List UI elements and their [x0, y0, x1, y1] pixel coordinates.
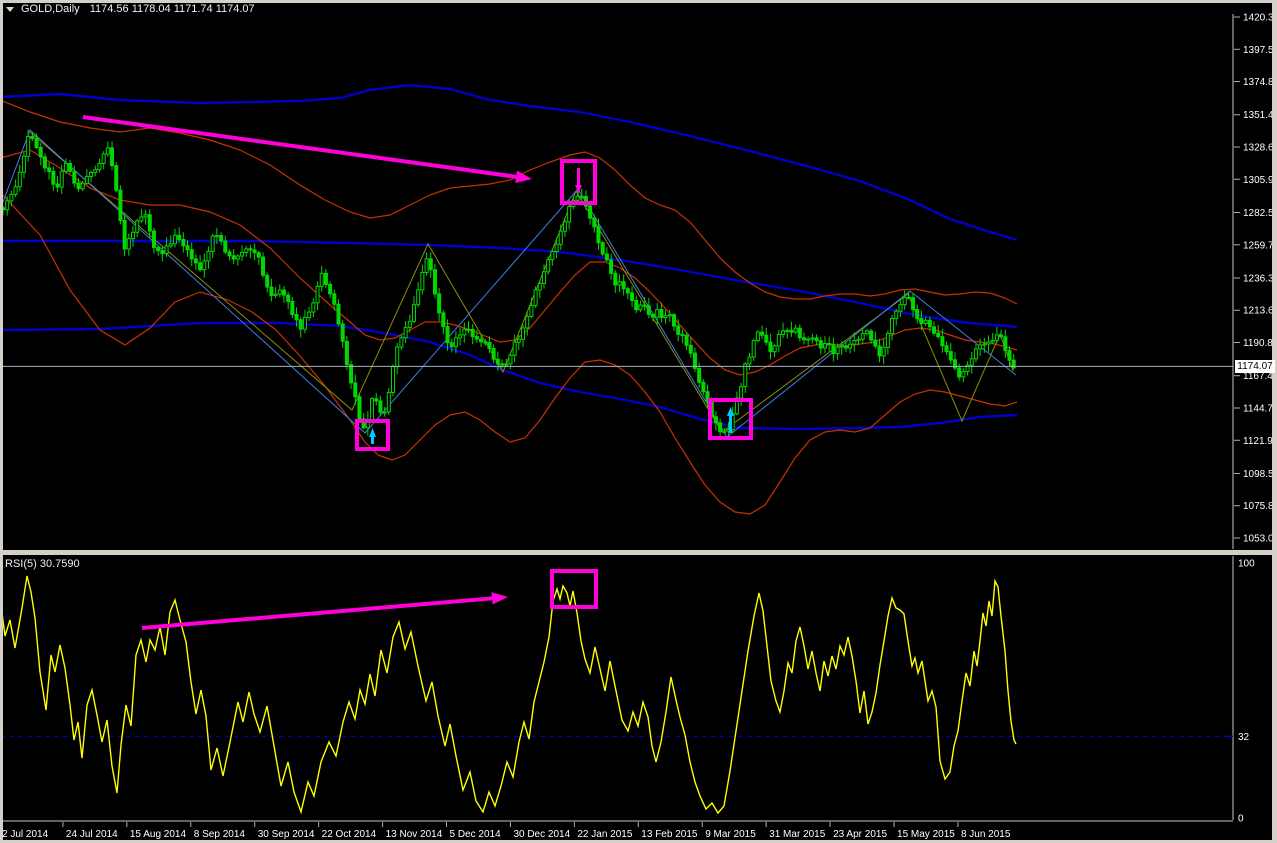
rsi-line — [0, 575, 1017, 815]
price-axis: 1420.30 1397.55 1374.80 1351.40 1328.65 1305.… — [1232, 13, 1277, 549]
svg-text:1351.40: 1351.40 — [1243, 110, 1277, 121]
main-annotations[interactable] — [82, 115, 753, 451]
svg-text:5 Dec 2014: 5 Dec 2014 — [450, 829, 502, 840]
rsi-annotations[interactable] — [141, 569, 598, 630]
svg-text:13 Nov 2014: 13 Nov 2014 — [386, 829, 443, 840]
date-axis: 2 Jul 2014 24 Jul 2014 15 Aug 2014 8 Sep 20… — [0, 820, 1233, 840]
svg-text:15 Aug 2014: 15 Aug 2014 — [130, 829, 187, 840]
svg-text:22 Jan 2015: 22 Jan 2015 — [577, 829, 632, 840]
current-price-tag: 1174.07 — [1235, 359, 1275, 373]
svg-text:23 Apr 2015: 23 Apr 2015 — [833, 829, 887, 840]
svg-text:1075.80: 1075.80 — [1243, 501, 1277, 512]
rsi-indicator-label: RSI(5) 30.7590 — [5, 558, 80, 570]
svg-text:1144.70: 1144.70 — [1243, 403, 1277, 414]
svg-text:1053.05: 1053.05 — [1243, 534, 1277, 545]
svg-text:1282.50: 1282.50 — [1243, 208, 1277, 219]
svg-text:22 Oct 2014: 22 Oct 2014 — [322, 829, 377, 840]
svg-text:15 May 2015: 15 May 2015 — [897, 829, 955, 840]
svg-text:1420.30: 1420.30 — [1243, 13, 1277, 24]
signal-box[interactable] — [355, 419, 390, 451]
signal-box[interactable] — [560, 159, 597, 205]
svg-text:1121.95: 1121.95 — [1243, 436, 1277, 447]
ohlc-values: 1174.56 1178.04 1171.74 1174.07 — [89, 3, 255, 15]
svg-text:1167.45: 1167.45 — [1243, 371, 1277, 382]
svg-text:1098.55: 1098.55 — [1243, 469, 1277, 480]
svg-text:1374.80: 1374.80 — [1243, 77, 1277, 88]
svg-text:1190.85: 1190.85 — [1243, 338, 1277, 349]
bollinger-bands-red — [0, 99, 1018, 515]
svg-text:2 Jul 2014: 2 Jul 2014 — [2, 829, 49, 840]
window-border-left — [0, 0, 3, 843]
candles — [1, 129, 1016, 437]
rsi-name: RSI(5) — [5, 558, 37, 570]
window-border-bottom — [0, 840, 1277, 843]
svg-text:1213.60: 1213.60 — [1243, 306, 1277, 317]
svg-text:30 Sep 2014: 30 Sep 2014 — [258, 829, 315, 840]
chart-title-bar: GOLD,Daily 1174.56 1178.04 1171.74 1174.0… — [6, 3, 255, 15]
svg-text:31 Mar 2015: 31 Mar 2015 — [769, 829, 826, 840]
svg-text:1305.90: 1305.90 — [1243, 175, 1277, 186]
svg-text:1328.65: 1328.65 — [1243, 143, 1277, 154]
svg-text:32: 32 — [1238, 732, 1250, 743]
svg-text:9 Mar 2015: 9 Mar 2015 — [705, 829, 756, 840]
rsi-axis: 100 32 0 — [1227, 556, 1255, 825]
svg-text:1236.35: 1236.35 — [1243, 273, 1277, 284]
window-border-right — [1272, 0, 1277, 843]
svg-text:24 Jul 2014: 24 Jul 2014 — [66, 829, 118, 840]
panel-separator[interactable] — [0, 550, 1277, 555]
svg-text:13 Feb 2015: 13 Feb 2015 — [641, 829, 698, 840]
window-border-top — [0, 0, 1277, 3]
svg-text:100: 100 — [1238, 559, 1255, 570]
svg-text:30 Dec 2014: 30 Dec 2014 — [513, 829, 570, 840]
symbol-period-label: GOLD,Daily — [21, 3, 80, 15]
svg-text:1259.75: 1259.75 — [1243, 240, 1277, 251]
svg-text:1397.55: 1397.55 — [1243, 45, 1277, 56]
collapse-triangle-icon[interactable] — [6, 7, 14, 12]
signal-box[interactable] — [708, 398, 753, 440]
rsi-signal-box[interactable] — [550, 569, 598, 609]
rsi-value: 30.7590 — [39, 558, 80, 570]
svg-text:8 Jun 2015: 8 Jun 2015 — [961, 829, 1011, 840]
svg-text:0: 0 — [1238, 814, 1244, 825]
svg-text:8 Sep 2014: 8 Sep 2014 — [194, 829, 246, 840]
